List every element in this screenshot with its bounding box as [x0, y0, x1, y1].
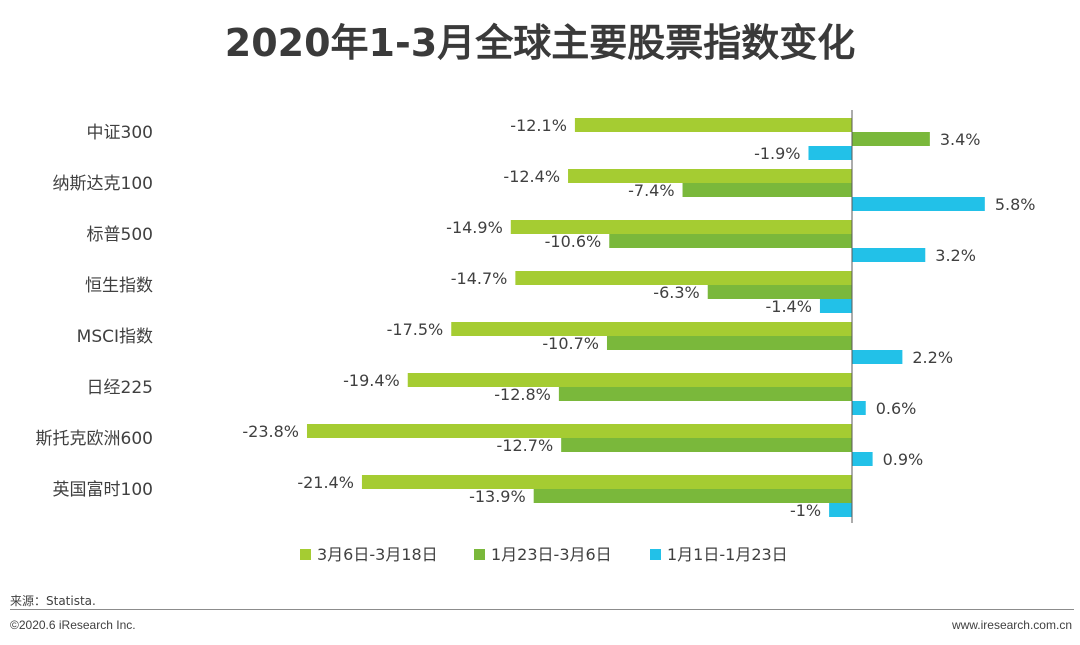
bar-series-2: [852, 132, 930, 146]
bar-series-2: [682, 183, 852, 197]
value-labels-group: -12.1% 3.4% -1.9% -12.4% -7.4% 5.8% -14.9% -10.…: [242, 116, 1035, 520]
category-label: 中证300: [87, 123, 153, 143]
legend-swatch: [474, 549, 485, 560]
chart-title: 2020年1-3月全球主要股票指数变化: [224, 21, 856, 65]
data-label: -1%: [790, 501, 821, 520]
bar-series-3: [808, 146, 852, 160]
data-label: -12.4%: [503, 167, 560, 186]
data-label: 0.9%: [883, 450, 924, 469]
data-label: -13.9%: [469, 487, 526, 506]
copyright: ©2020.6 iResearch Inc.: [10, 618, 136, 632]
bar-series-1: [451, 322, 852, 336]
bars-group: [306, 118, 985, 517]
bar-series-1: [407, 373, 852, 387]
data-label: -21.4%: [297, 473, 354, 492]
data-label: 3.4%: [940, 130, 981, 149]
bar-series-3: [852, 401, 866, 415]
data-label: -1.4%: [766, 297, 812, 316]
source-note: 来源：Statista.: [10, 594, 96, 608]
bar-chart: -12.1% 3.4% -1.9% -12.4% -7.4% 5.8% -14.9% -10.…: [36, 110, 1035, 564]
category-label: 斯托克欧洲600: [36, 429, 153, 449]
bar-series-2: [561, 438, 852, 452]
data-label: -10.7%: [542, 334, 599, 353]
bar-series-1: [574, 118, 852, 132]
bar-series-1: [510, 220, 852, 234]
bar-series-3: [819, 299, 852, 313]
category-label: 英国富时100: [53, 480, 153, 500]
bar-series-2: [707, 285, 852, 299]
data-label: -17.5%: [387, 320, 444, 339]
bar-series-1: [306, 424, 853, 438]
category-label: MSCI指数: [77, 327, 153, 347]
legend-label: 1月1日-1月23日: [667, 545, 788, 564]
data-label: -12.7%: [497, 436, 554, 455]
footer-rule: [10, 609, 1074, 610]
data-label: -14.7%: [451, 269, 508, 288]
bar-series-1: [515, 271, 852, 285]
legend-swatch: [650, 549, 661, 560]
category-label: 纳斯达克100: [53, 174, 153, 194]
data-label: 5.8%: [995, 195, 1036, 214]
legend-swatch: [300, 549, 311, 560]
bar-series-3: [852, 452, 873, 466]
data-label: -14.9%: [446, 218, 503, 237]
category-label: 恒生指数: [85, 276, 153, 296]
data-label: -1.9%: [754, 144, 800, 163]
data-label: -19.4%: [343, 371, 400, 390]
data-label: -10.6%: [545, 232, 602, 251]
data-label: -6.3%: [653, 283, 699, 302]
data-label: 3.2%: [935, 246, 976, 265]
data-label: -12.8%: [494, 385, 551, 404]
bar-series-2: [609, 234, 852, 248]
website: www.iresearch.com.cn: [951, 618, 1072, 632]
data-label: -7.4%: [628, 181, 674, 200]
bar-series-1: [568, 169, 852, 183]
bar-series-2: [533, 489, 852, 503]
bar-series-3: [852, 248, 926, 262]
bar-series-3: [829, 503, 852, 517]
legend-label: 1月23日-3月6日: [491, 545, 612, 564]
data-label: -12.1%: [510, 116, 567, 135]
bar-series-3: [852, 350, 903, 364]
data-label: 2.2%: [912, 348, 953, 367]
data-label: -23.8%: [242, 422, 299, 441]
legend-label: 3月6日-3月18日: [317, 545, 438, 564]
data-label: 0.6%: [876, 399, 917, 418]
bar-series-3: [852, 197, 985, 211]
legend: 3月6日-3月18日 1月23日-3月6日 1月1日-1月23日: [300, 545, 788, 564]
category-label: 标普500: [87, 225, 153, 245]
bar-series-2: [558, 387, 852, 401]
bar-series-2: [606, 336, 852, 350]
bar-series-1: [361, 475, 852, 489]
category-label: 日经225: [87, 378, 153, 398]
